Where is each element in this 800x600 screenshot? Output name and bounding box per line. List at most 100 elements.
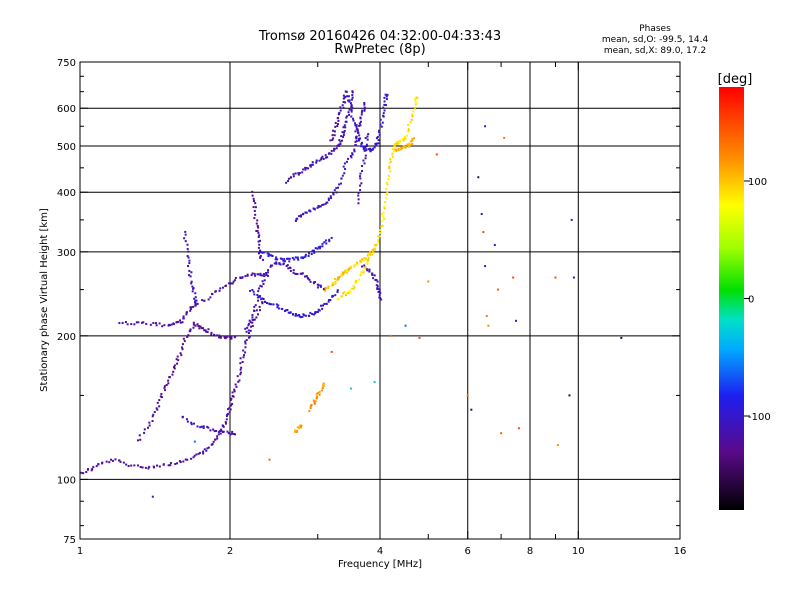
echo-point [205, 449, 208, 452]
echo-point [363, 106, 366, 109]
echo-point [386, 93, 389, 96]
echo-point [333, 134, 336, 137]
echo-point [363, 149, 366, 152]
echo-point [358, 124, 361, 127]
echo-point [121, 321, 124, 324]
echo-point [358, 175, 361, 178]
echo-point [184, 458, 187, 461]
echo-point [359, 184, 362, 187]
echo-point [136, 464, 139, 467]
echo-point [350, 110, 353, 113]
echo-point [355, 125, 358, 128]
echo-point [347, 269, 350, 272]
echo-point [181, 346, 184, 349]
echo-point [143, 428, 146, 431]
y-tick-label: 400 [57, 188, 76, 199]
echo-point [219, 336, 222, 339]
echo-point [341, 271, 344, 274]
echo-point [221, 286, 224, 289]
echo-point [340, 135, 343, 138]
grid-lines [80, 62, 680, 539]
echo-point [388, 165, 391, 168]
echo-point [287, 311, 290, 314]
echo-point [187, 250, 190, 253]
echo-point [300, 272, 303, 275]
echo-point [231, 391, 234, 394]
echo-point [337, 276, 340, 279]
echo-point [360, 111, 363, 114]
echo-point [178, 460, 181, 463]
echo-point [139, 466, 142, 469]
echo-point [373, 247, 376, 250]
echo-point [351, 90, 354, 93]
echo-point [219, 287, 222, 290]
echo-point [308, 314, 311, 317]
echo-point [363, 162, 366, 165]
echo-point [350, 156, 353, 159]
echo-point [142, 321, 145, 324]
echo-point [373, 274, 376, 277]
echo-point [276, 258, 279, 261]
echo-point [396, 142, 399, 145]
echo-point [182, 460, 185, 463]
echo-point [343, 162, 346, 165]
echo-point [226, 413, 229, 416]
echo-point [261, 297, 264, 300]
echo-point [274, 258, 277, 261]
echo-point [359, 116, 362, 119]
echo-point [327, 300, 330, 303]
echo-point [339, 142, 342, 145]
echo-point [377, 290, 380, 293]
echo-point [266, 271, 269, 274]
echo-point [317, 284, 320, 287]
echo-point [310, 404, 313, 407]
echo-point [342, 101, 345, 104]
echo-point [229, 399, 232, 402]
echo-point [287, 180, 290, 183]
echo-point [264, 300, 267, 303]
echo-point [211, 293, 214, 296]
echo-point [216, 437, 219, 440]
echo-point [190, 282, 193, 285]
echo-point [256, 225, 259, 228]
echo-point [360, 113, 363, 116]
echo-point [263, 279, 266, 282]
echo-point [198, 451, 201, 454]
echo-point [294, 312, 297, 315]
echo-point [136, 439, 139, 442]
echo-point [325, 302, 328, 305]
echo-point [139, 438, 142, 441]
echo-point [198, 327, 201, 330]
echo-point [372, 147, 375, 150]
echo-point [388, 161, 391, 164]
y-tick-label: 75 [63, 535, 76, 546]
echo-point [95, 465, 98, 468]
echo-point [258, 234, 261, 237]
echo-point [230, 404, 233, 407]
echo-point [356, 128, 359, 131]
echo-point [267, 255, 270, 258]
echo-point [355, 137, 358, 140]
echo-point [215, 429, 218, 432]
echo-point [330, 152, 333, 155]
echo-point [362, 269, 365, 272]
echo-point [411, 139, 414, 142]
echo-point [310, 253, 313, 256]
echo-point [359, 259, 362, 262]
echo-point [246, 326, 249, 329]
echo-point [382, 211, 385, 214]
echo-point [326, 156, 329, 159]
y-tick-label: 500 [57, 142, 76, 153]
echo-point [411, 143, 414, 146]
echo-point [194, 304, 197, 307]
echo-point [173, 367, 176, 370]
echo-point [363, 109, 366, 112]
echo-point [217, 433, 220, 436]
echo-point [296, 314, 299, 317]
echo-point [244, 346, 247, 349]
echo-point [260, 285, 263, 288]
echo-point [181, 348, 184, 351]
echo-point [311, 163, 314, 166]
echo-point [393, 150, 396, 153]
echo-point [272, 303, 275, 306]
